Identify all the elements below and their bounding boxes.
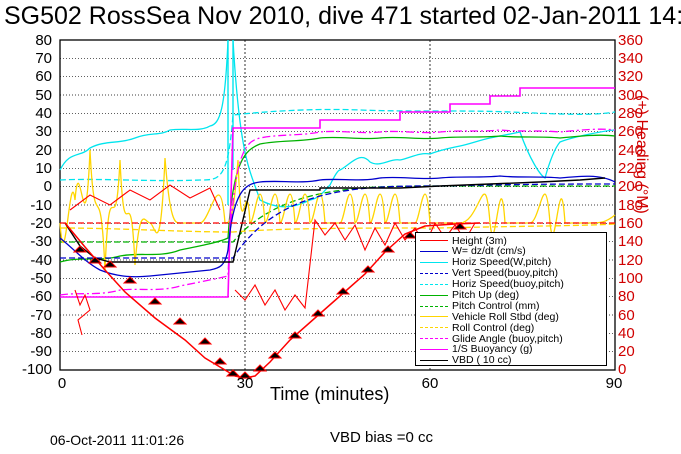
legend-swatch-10 (420, 349, 448, 350)
height-triangle-markers (74, 223, 466, 378)
legend-swatch-11 (420, 360, 448, 361)
generation-date-label: 06-Oct-2011 11:01:26 (50, 432, 184, 448)
legend-item-11: VBD ( 10 cc) (420, 355, 602, 365)
legend-swatch-4 (420, 284, 448, 285)
legend-swatch-7 (420, 316, 448, 317)
x-axis-title: Time (minutes) (270, 384, 389, 405)
legend-item-8: Roll Control (deg) (420, 323, 602, 333)
legend-label-9: Glide Angle (buoy,pitch) (452, 334, 563, 344)
y-axis-right-title: (+) Heading (°M) (632, 95, 650, 214)
legend-swatch-8 (420, 327, 448, 328)
legend-swatch-9 (420, 338, 448, 339)
legend-item-3: Vert Speed(buoy,pitch) (420, 268, 602, 278)
legend-box: Height (3m) W= dz/dt (cm/s) Horiz Speed(W,… (415, 232, 607, 366)
legend-item-1: W= dz/dt (cm/s) (420, 246, 602, 256)
vbd-bias-label: VBD bias =0 cc (330, 429, 433, 446)
legend-label-0: Height (3m) (452, 236, 507, 246)
legend-label-5: Pitch Up (deg) (452, 290, 519, 300)
chart-title: SG502 RossSea Nov 2010, dive 471 started… (4, 2, 681, 31)
plot-area: 80 70 60 50 40 30 20 10 0 -10 -20 -30 -4… (60, 40, 615, 370)
legend-item-9: Glide Angle (buoy,pitch) (420, 334, 602, 344)
legend-item-4: Horiz Speed(buoy,pitch) (420, 279, 602, 289)
legend-item-7: Vehicle Roll Stbd (deg) (420, 312, 602, 322)
legend-label-4: Horiz Speed(buoy,pitch) (452, 279, 564, 289)
legend-swatch-6 (420, 306, 448, 307)
legend-swatch-1 (420, 251, 448, 252)
legend-label-3: Vert Speed(buoy,pitch) (452, 268, 558, 278)
legend-item-6: Pitch Control (mm) (420, 301, 602, 311)
legend-label-1: W= dz/dt (cm/s) (452, 246, 526, 256)
legend-swatch-5 (420, 295, 448, 296)
legend-label-11: VBD ( 10 cc) (452, 355, 512, 365)
legend-item-10: 1/S Buoyancy (g) (420, 344, 602, 354)
legend-swatch-0 (420, 240, 448, 241)
legend-item-0: Height (3m) (420, 236, 602, 246)
legend-label-8: Roll Control (deg) (452, 323, 534, 333)
legend-items: Height (3m) W= dz/dt (cm/s) Horiz Speed(W,… (420, 236, 602, 366)
legend-label-2: Horiz Speed(W,pitch) (452, 257, 551, 267)
legend-swatch-3 (420, 273, 448, 274)
legend-label-6: Pitch Control (mm) (452, 301, 540, 311)
legend-swatch-2 (420, 262, 448, 263)
legend-item-2: Horiz Speed(W,pitch) (420, 257, 602, 267)
legend-label-7: Vehicle Roll Stbd (deg) (452, 312, 559, 322)
legend-label-10: 1/S Buoyancy (g) (452, 344, 533, 354)
legend-item-5: Pitch Up (deg) (420, 290, 602, 300)
